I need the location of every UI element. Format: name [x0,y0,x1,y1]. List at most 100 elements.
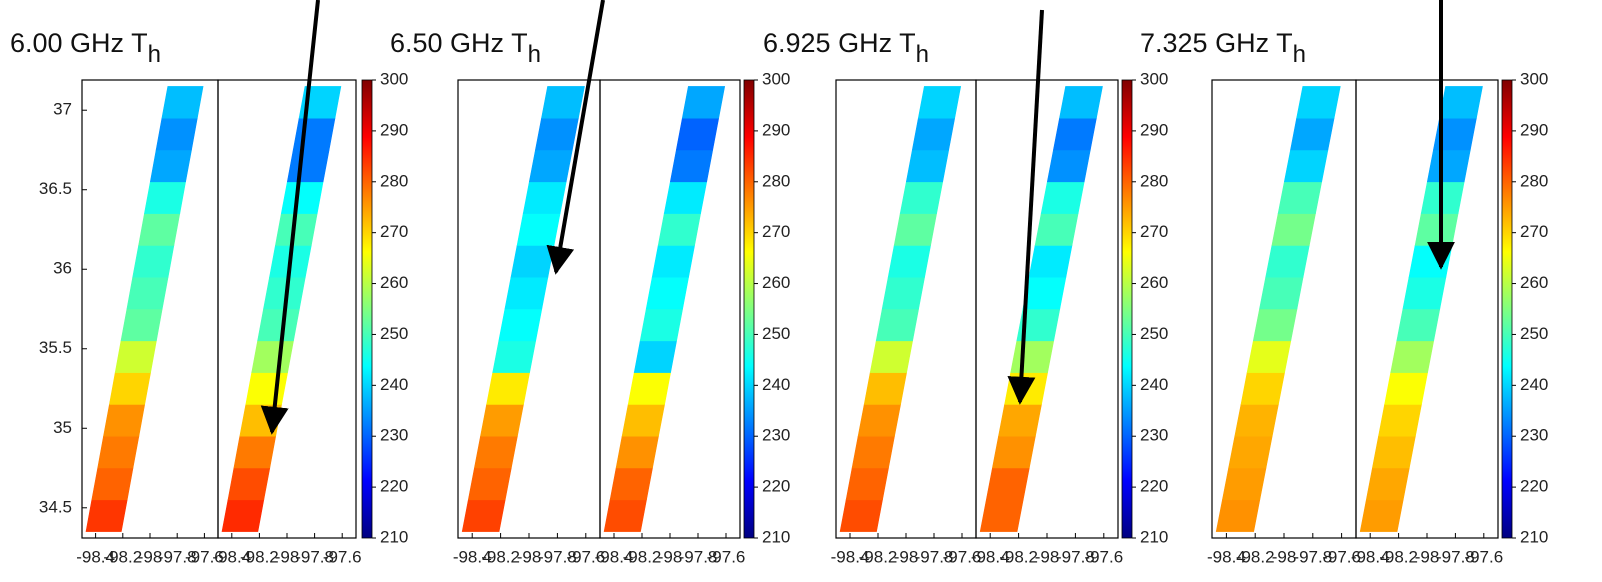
title-text: 6.00 GHz T [10,28,148,58]
colorbar-tick-label: 270 [1140,222,1168,241]
colorbar [1501,79,1513,539]
x-tick-label: -98.2 [859,547,898,566]
colorbar-tick-label: 220 [1520,477,1548,496]
panel: 6.925 GHz Th-98.4-98.2-98-97.8-97.6-98.4… [763,28,1168,566]
swath-cell [869,340,913,373]
swath-cell [1234,404,1279,437]
swath-cell [1396,308,1441,342]
swath-cell [1439,86,1483,119]
colorbar-tick-label: 280 [762,171,790,190]
plots: 6.00 GHz Th-98.4-98.2-98-97.8-97.634.535… [10,28,1548,566]
swath-cell [1277,181,1323,214]
colorbar-tick-label: 250 [762,324,790,343]
x-tick-label: -98 [1272,547,1297,566]
swath-cell [893,213,937,246]
x-tick-label: -97.8 [295,547,334,566]
x-tick-label: -98.4 [595,547,634,566]
swath-cell [917,86,962,119]
subplot: -98.4-98.2-98-97.8-97.6 [212,79,362,566]
colorbar-tick-label: 280 [1520,171,1548,190]
colorbar-tick-label: 210 [762,527,790,546]
swath-cell [286,149,330,183]
subplot: -98.4-98.2-98-97.8-97.6 [1351,79,1503,566]
swath-cell [132,245,175,278]
swath-cell [985,467,1030,501]
swath-cell [251,340,294,373]
x-tick-label: -97.6 [566,547,605,566]
subplot: -98.4-98.2-98-97.8-97.6 [831,79,981,566]
arrows [260,0,1455,435]
swath-cell [1022,276,1067,310]
colorbar-tick-label: 220 [762,477,790,496]
swath-cell [155,117,198,151]
colorbar-tick-label: 230 [1520,426,1548,445]
swath-cell [126,276,169,310]
swath-cell [504,276,549,310]
swath-cell [669,149,714,183]
y-tick-label: 37 [53,100,72,119]
x-tick-label: -98 [517,547,542,566]
x-tick-label: -98 [138,547,163,566]
colorbar-tick-label: 240 [380,375,408,394]
colorbar-tick-label: 240 [1520,375,1548,394]
swath-cell [103,404,146,437]
x-tick-label: -97.8 [915,547,954,566]
x-tick-label: -97.6 [707,547,746,566]
swath-cell [257,308,300,342]
colorbar-tick-label: 220 [1140,477,1168,496]
swath-cell [144,181,186,214]
colorbar-tick-label: 230 [1140,426,1168,445]
swath-cell [233,435,277,469]
swath-cell [461,499,506,532]
panel: 6.00 GHz Th-98.4-98.2-98-97.8-97.634.535… [10,28,408,566]
swath-cell [1384,372,1428,405]
colorbar-tick-label: 210 [1520,527,1548,546]
panel-title: 6.50 GHz Th [390,28,541,68]
swath-cell [992,435,1036,469]
swath-cell [1426,149,1471,183]
swath-cell [1414,213,1459,246]
colorbar-tick-label: 250 [380,324,408,343]
swath-cell [1228,435,1273,469]
swath-cell [651,245,695,278]
title-text: 7.325 GHz T [1140,28,1293,58]
colorbar-tick-label: 240 [762,375,790,394]
y-tick-label: 36 [53,259,72,278]
colorbar-tick-label: 290 [1520,120,1548,139]
colorbar-tick-label: 240 [1140,375,1168,394]
x-tick-label: -97.8 [1056,547,1095,566]
colorbar-tick-label: 260 [380,273,408,292]
colorbar-tick-label: 210 [1140,527,1168,546]
swath-cell [609,467,653,501]
swath-cell [899,181,944,214]
swath-cell [1222,467,1267,501]
swath-cell [1034,213,1079,246]
x-tick-label: -97.8 [538,547,577,566]
swath-cell [881,276,925,310]
swath-cell [1390,340,1435,373]
swath-cell [1215,499,1261,532]
swath-cell [97,435,140,469]
x-tick-label: -97.6 [1464,547,1503,566]
colorbar-tick-label: 230 [762,426,790,445]
panel: 6.50 GHz Th-98.4-98.2-98-97.8-97.6-98.4-… [390,28,790,566]
x-tick-label: -98.2 [1236,547,1275,566]
swath-cell [1252,308,1298,342]
x-tick-label: -98 [894,547,919,566]
panel-title: 6.00 GHz Th [10,28,161,68]
y-tick-label: 36.5 [39,179,72,198]
colorbar-tick-label: 300 [380,69,408,88]
x-tick-label: -98 [1035,547,1060,566]
x-tick-label: -97.8 [1293,547,1332,566]
swath-cell [615,435,659,469]
colorbar-tick-label: 270 [762,222,790,241]
swath-cell [905,149,950,183]
title-subscript: h [916,41,929,68]
swath-cell [1408,245,1453,278]
swath-cell [863,372,907,405]
x-tick-label: -98.2 [999,547,1038,566]
x-tick-label: -98.2 [623,547,662,566]
title-subscript: h [148,41,161,68]
title-subscript: h [528,41,541,68]
colorbar-tick-label: 230 [380,426,408,445]
